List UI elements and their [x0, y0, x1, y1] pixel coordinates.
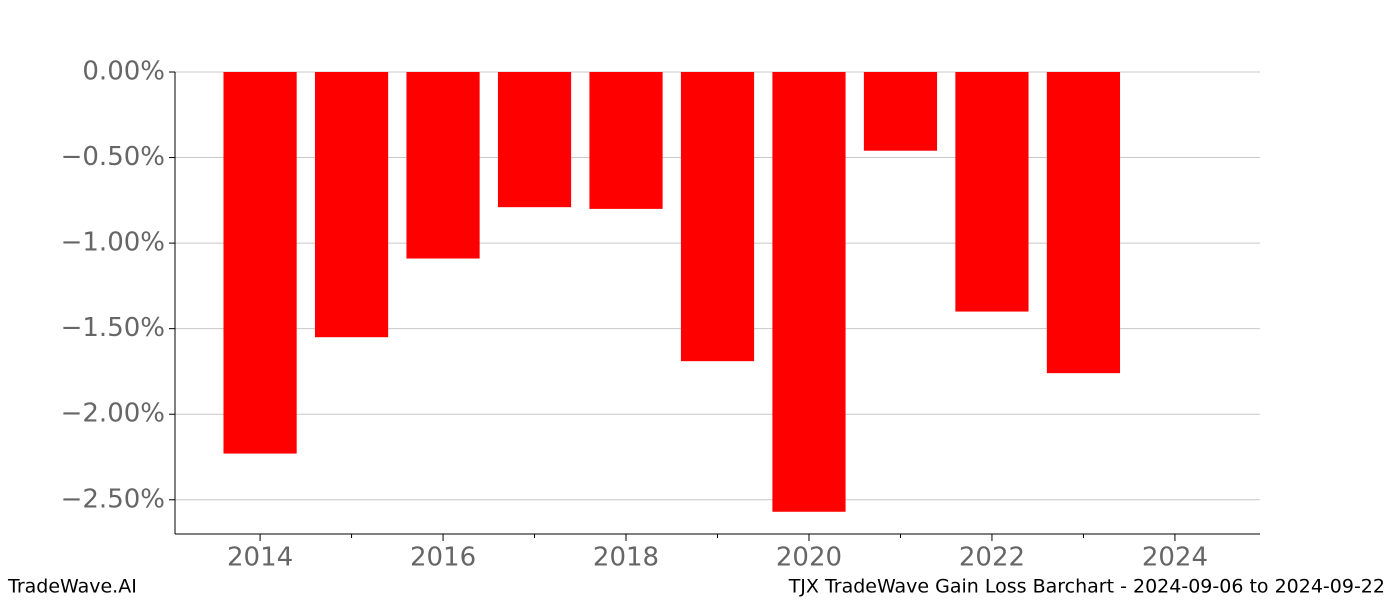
- bar: [955, 72, 1029, 312]
- chart-title: TJX TradeWave Gain Loss Barchart - 2024-…: [788, 576, 1385, 598]
- x-tick-label: 2020: [776, 543, 842, 573]
- watermark: TradeWave.AI: [7, 576, 137, 598]
- bar: [680, 72, 755, 362]
- x-tick-label: 2016: [410, 543, 476, 573]
- bar: [223, 72, 297, 454]
- bar: [589, 72, 663, 209]
- bar: [863, 72, 938, 151]
- x-tick-label: 2014: [227, 543, 293, 573]
- y-tick-label: −0.50%: [61, 142, 165, 172]
- bar: [314, 72, 389, 338]
- y-tick-label: −2.50%: [61, 484, 165, 514]
- y-tick-label: −2.00%: [61, 399, 165, 429]
- y-tick-label: 0.00%: [82, 57, 165, 87]
- bar: [497, 72, 572, 208]
- x-tick-label: 2018: [593, 543, 659, 573]
- y-tick-label: −1.00%: [61, 228, 165, 258]
- bar: [1046, 72, 1121, 374]
- x-tick-label: 2022: [959, 543, 1025, 573]
- y-tick-label: −1.50%: [61, 313, 165, 343]
- bar: [772, 72, 846, 512]
- x-tick-label: 2024: [1142, 543, 1208, 573]
- bar: [406, 72, 480, 259]
